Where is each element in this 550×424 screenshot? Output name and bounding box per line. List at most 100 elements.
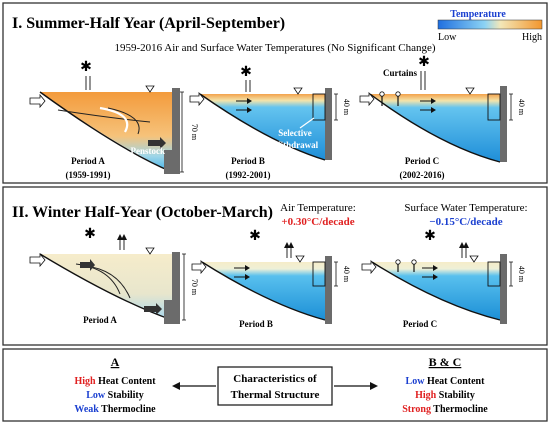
penstock-label: Penstock xyxy=(131,146,166,156)
heat-flux-arrows xyxy=(420,71,426,90)
water-temperature-label: Surface Water Temperature: xyxy=(404,202,527,214)
sun-icon: ✱ xyxy=(424,229,436,244)
depth-scale xyxy=(180,91,184,173)
heat-flux-arrows xyxy=(245,80,251,92)
flow-arrowhead xyxy=(433,274,438,280)
period-label: Period C xyxy=(405,156,439,166)
period-years: (1992-2001) xyxy=(226,170,271,180)
highlight: Strong xyxy=(402,404,431,415)
curtain-float xyxy=(395,259,401,265)
heat-loss-arrowhead xyxy=(284,242,290,248)
flow-arrowhead xyxy=(245,274,250,280)
curtain-float xyxy=(411,259,417,265)
depth-label: 40 m xyxy=(517,99,526,116)
period-years: (1959-1991) xyxy=(66,170,111,180)
reservoir-water xyxy=(40,92,172,172)
depth-label: 70 m xyxy=(190,124,199,141)
summer-period-a-diagram: Penstock ✱ 70 m Period A (1959-1991) xyxy=(29,60,199,180)
selective-withdrawal-tower xyxy=(487,93,501,121)
period-label: Period C xyxy=(403,319,437,329)
highlight: High xyxy=(415,390,437,401)
highlight: Low xyxy=(86,390,106,401)
dam-wall xyxy=(500,254,507,324)
reservoir-bed-line xyxy=(39,253,173,321)
depth-scale xyxy=(334,261,338,287)
dam-wall xyxy=(500,86,507,162)
flow-arrowhead xyxy=(431,98,436,104)
highlight: Weak xyxy=(74,404,99,415)
rest: Heat Content xyxy=(96,376,157,387)
period-label: Period B xyxy=(231,156,265,166)
flow-arrowhead xyxy=(80,259,95,271)
reservoir-water xyxy=(202,262,325,320)
selective-withdrawal-tower xyxy=(487,261,501,287)
characteristic-bc-2: High Stability xyxy=(415,390,475,401)
legend-color-bar xyxy=(437,19,543,30)
characteristics-panel-border xyxy=(2,348,548,422)
reservoir-bed-line xyxy=(369,93,501,163)
reservoir-water xyxy=(40,254,172,320)
inflow-arrow xyxy=(29,252,46,268)
depth-label: 40 m xyxy=(517,266,526,283)
flow-arrow xyxy=(57,109,151,123)
inflow-arrow xyxy=(361,259,377,275)
period-label: Period A xyxy=(71,156,105,166)
dam-base xyxy=(164,300,172,324)
inflow-arrow xyxy=(191,259,207,275)
summer-panel-border xyxy=(2,2,548,184)
characteristic-bc-1: Low Heat Content xyxy=(406,376,486,387)
selective-withdrawal-label: Selective xyxy=(278,128,311,138)
winter-period-b-diagram: ✱ 40 m Period B xyxy=(191,229,351,329)
water-level-marker xyxy=(469,255,479,263)
rest: Thermocline xyxy=(431,404,488,415)
dam-wall xyxy=(325,256,332,324)
dam-base xyxy=(164,150,172,174)
heat-loss-arrowhead xyxy=(459,242,465,248)
highlight: High xyxy=(74,376,96,387)
period-years: (2002-2016) xyxy=(400,170,445,180)
reservoir-water xyxy=(200,94,325,160)
heat-flux-arrows xyxy=(85,76,91,90)
center-characteristics-box xyxy=(217,366,333,406)
left-arrowhead xyxy=(172,382,180,390)
reservoir-water xyxy=(370,94,500,162)
reservoir-bed-line xyxy=(199,93,326,161)
rest: Heat Content xyxy=(424,376,485,387)
heat-loss-arrowhead xyxy=(288,242,294,248)
curtain-float xyxy=(379,91,385,97)
summer-period-b-diagram: ✱ 40 m Selective Withdrawal Period B (19… xyxy=(189,65,351,180)
rest: Thermocline xyxy=(99,404,156,415)
flow-arrowhead xyxy=(433,265,438,271)
reservoir-bed-line xyxy=(39,91,173,173)
depth-label: 70 m xyxy=(190,279,199,296)
sun-icon: ✱ xyxy=(418,55,430,70)
penstock-arrow xyxy=(148,137,166,149)
winter-period-a-diagram: ✱ 70 m Period A xyxy=(29,227,199,325)
flow-arrow xyxy=(107,107,140,135)
callout-arrow xyxy=(299,117,315,129)
rest: Stability xyxy=(436,390,475,401)
water-level-marker xyxy=(145,247,155,255)
air-temperature-trend: +0.30°C/decade xyxy=(281,216,354,228)
dam-wall xyxy=(172,88,180,174)
sun-icon: ✱ xyxy=(249,229,261,244)
depth-scale xyxy=(182,253,186,321)
water-level-marker xyxy=(145,85,155,93)
winter-title: II. Winter Half-Year (October-March) xyxy=(12,204,273,221)
heat-loss-arrowhead xyxy=(117,234,123,240)
highlight: Low xyxy=(406,376,426,387)
depth-scale xyxy=(334,93,338,121)
inflow-arrow xyxy=(359,91,375,107)
winter-period-c-diagram: ✱ 40 m Period C xyxy=(361,229,526,329)
legend-title: Temperature xyxy=(450,9,506,20)
flow-arrowhead xyxy=(431,107,436,113)
penstock-arrow xyxy=(144,303,162,315)
center-label-line1: Characteristics of xyxy=(233,373,317,385)
center-label-line2: Thermal Structure xyxy=(231,389,320,401)
depth-scale xyxy=(509,93,513,121)
summer-subtitle: 1959-2016 Air and Surface Water Temperat… xyxy=(114,42,435,54)
water-level-marker xyxy=(293,87,303,95)
legend-low-label: Low xyxy=(438,32,457,43)
water-level-marker xyxy=(295,255,305,263)
